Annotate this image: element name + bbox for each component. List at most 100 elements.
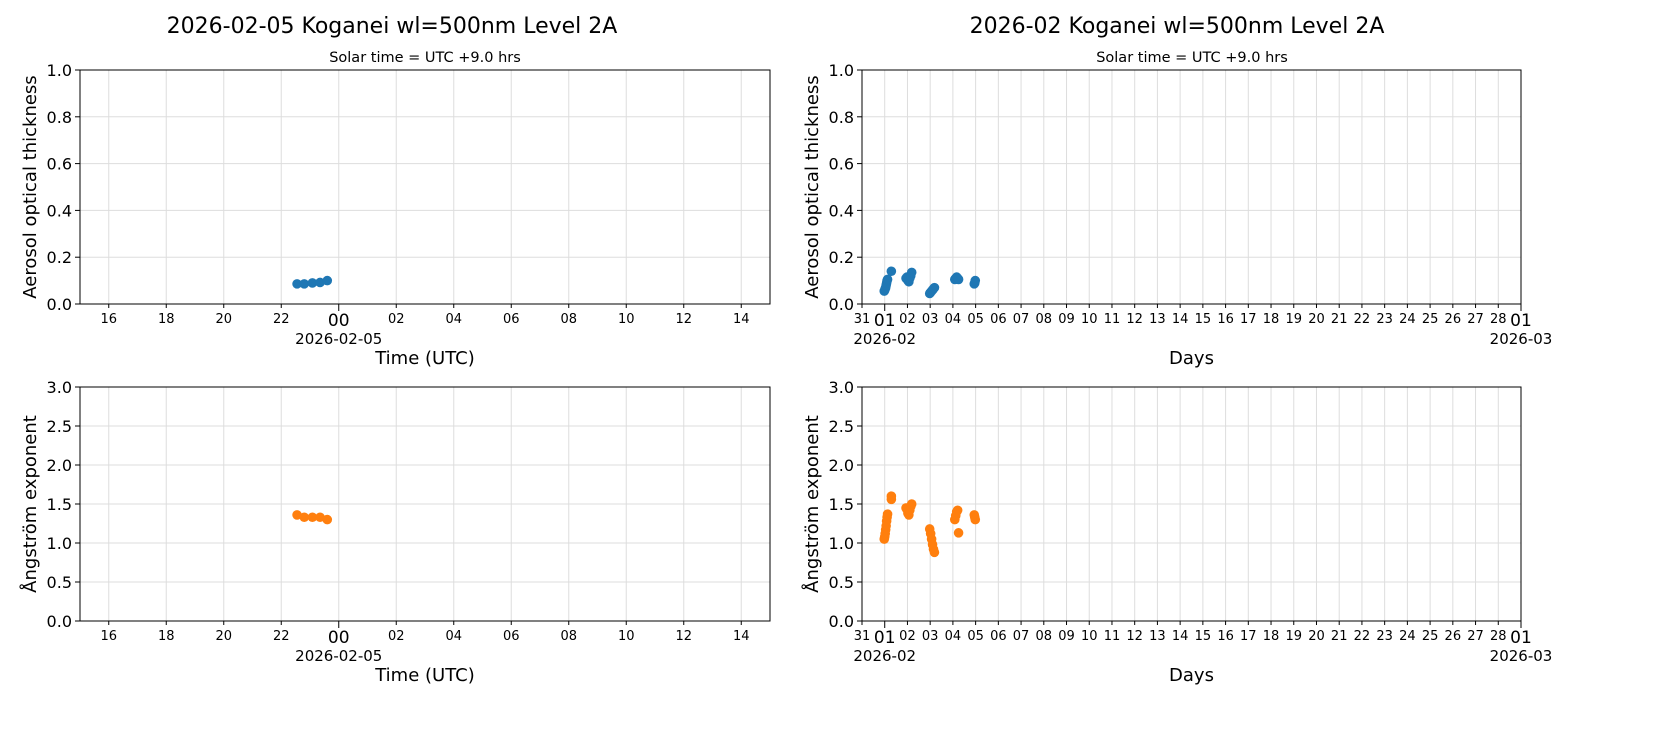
y-axis-label: Ångström exponent <box>19 415 41 593</box>
data-point <box>952 505 963 516</box>
y-tick-label: 0.0 <box>47 295 72 314</box>
x-tick-label: 05 <box>967 629 984 644</box>
plot-frame <box>861 386 1522 622</box>
x-tick-label: 00 <box>328 311 350 331</box>
y-tick-label: 0.4 <box>829 201 854 220</box>
right-figure-title: 2026-02 Koganei wl=500nm Level 2A <box>970 14 1385 39</box>
data-point <box>886 491 897 502</box>
y-tick-label: 1.0 <box>829 61 854 80</box>
x-tick-label: 31 <box>854 629 871 644</box>
x-tick-label: 18 <box>1263 629 1280 644</box>
x-tick-label: 27 <box>1467 629 1484 644</box>
x-tick-sublabel: 2026-02 <box>853 330 916 348</box>
data-point <box>882 509 893 519</box>
x-tick-sublabel: 2026-02-05 <box>295 330 382 348</box>
x-tick-label: 12 <box>1126 629 1143 644</box>
y-tick-label: 0.2 <box>47 248 72 267</box>
y-tick-label: 0.4 <box>47 201 72 220</box>
data-point <box>299 512 310 523</box>
right-figure-subtitle: Solar time = UTC +9.0 hrs <box>1096 50 1288 66</box>
x-axis-label: Days <box>1169 348 1214 369</box>
x-tick-label: 14 <box>1172 312 1189 327</box>
x-tick-label: 14 <box>733 629 750 644</box>
x-tick-label: 18 <box>158 629 175 644</box>
x-tick-label: 05 <box>967 312 984 327</box>
x-tick-label: 01 <box>874 311 896 331</box>
y-tick-label: 2.5 <box>47 417 72 436</box>
left-figure-title: 2026-02-05 Koganei wl=500nm Level 2A <box>167 14 618 39</box>
x-tick-label: 06 <box>990 312 1007 327</box>
x-tick-sublabel: 2026-02-05 <box>295 647 382 665</box>
x-tick-sublabel: 2026-02 <box>853 647 916 665</box>
y-tick-label: 3.0 <box>47 378 72 397</box>
x-tick-label: 21 <box>1331 312 1348 327</box>
data-point <box>929 282 940 293</box>
x-tick-label: 10 <box>618 312 635 327</box>
y-tick-label: 0.5 <box>47 573 72 592</box>
y-tick-label: 1.0 <box>47 534 72 553</box>
x-tick-label: 10 <box>1081 629 1098 644</box>
x-tick-label: 24 <box>1399 629 1416 644</box>
data-point <box>307 512 318 523</box>
x-tick-label: 24 <box>1399 312 1416 327</box>
x-tick-label: 28 <box>1490 312 1507 327</box>
y-axis-label: Aerosol optical thickness <box>802 75 823 298</box>
x-tick-label: 07 <box>1013 629 1030 644</box>
x-tick-label: 11 <box>1104 312 1121 327</box>
y-tick-label: 0.2 <box>829 248 854 267</box>
data-point <box>906 267 917 278</box>
data-point <box>953 528 964 538</box>
data-point <box>953 274 964 285</box>
x-tick-label: 23 <box>1376 312 1393 327</box>
x-tick-label: 07 <box>1013 312 1030 327</box>
x-tick-label: 14 <box>1172 629 1189 644</box>
x-tick-sublabel: 2026-03 <box>1490 647 1553 665</box>
x-tick-label: 02 <box>899 629 916 644</box>
data-point <box>970 514 981 525</box>
x-tick-label: 18 <box>158 312 175 327</box>
y-tick-label: 0.6 <box>829 155 854 174</box>
x-tick-label: 22 <box>1354 312 1371 327</box>
y-tick-label: 1.5 <box>829 495 854 514</box>
x-tick-label: 13 <box>1149 629 1166 644</box>
x-tick-label: 04 <box>445 629 462 644</box>
x-tick-label: 02 <box>388 312 405 327</box>
x-tick-label: 31 <box>854 312 871 327</box>
y-axis-label: Ångström exponent <box>801 415 823 593</box>
y-tick-label: 2.5 <box>829 417 854 436</box>
x-tick-label: 14 <box>733 312 750 327</box>
x-tick-label: 17 <box>1240 312 1257 327</box>
x-tick-label: 25 <box>1422 629 1439 644</box>
data-point <box>906 499 917 509</box>
y-tick-label: 0.8 <box>47 108 72 127</box>
x-tick-label: 26 <box>1445 629 1462 644</box>
x-tick-label: 20 <box>215 312 232 327</box>
x-tick-label: 03 <box>922 312 939 327</box>
x-axis-label: Time (UTC) <box>374 665 475 686</box>
x-tick-label: 09 <box>1058 312 1075 327</box>
x-tick-label: 02 <box>388 629 405 644</box>
data-point <box>970 275 981 286</box>
x-tick-label: 15 <box>1195 629 1212 644</box>
x-tick-label: 22 <box>273 629 290 644</box>
x-tick-label: 08 <box>560 629 577 644</box>
y-axis-label: Aerosol optical thickness <box>20 75 41 298</box>
y-tick-label: 3.0 <box>829 378 854 397</box>
x-tick-label: 08 <box>560 312 577 327</box>
x-tick-label: 19 <box>1285 312 1302 327</box>
x-axis-label: Time (UTC) <box>374 348 475 369</box>
x-tick-label: 20 <box>1308 312 1325 327</box>
data-point <box>886 266 897 277</box>
x-tick-label: 22 <box>1354 629 1371 644</box>
x-tick-label: 23 <box>1376 629 1393 644</box>
x-tick-label: 03 <box>922 629 939 644</box>
x-tick-sublabel: 2026-03 <box>1490 330 1553 348</box>
data-point <box>882 274 893 285</box>
data-point <box>315 277 325 288</box>
x-tick-label: 16 <box>100 312 117 327</box>
x-tick-label: 04 <box>945 629 962 644</box>
x-tick-label: 18 <box>1263 312 1280 327</box>
x-tick-label: 10 <box>1081 312 1098 327</box>
panel-daily-ae: 0.0 0.5 1.0 1.5 2.0 2.5 3.0 16 18 20 22 002026-02-0… <box>19 378 771 686</box>
